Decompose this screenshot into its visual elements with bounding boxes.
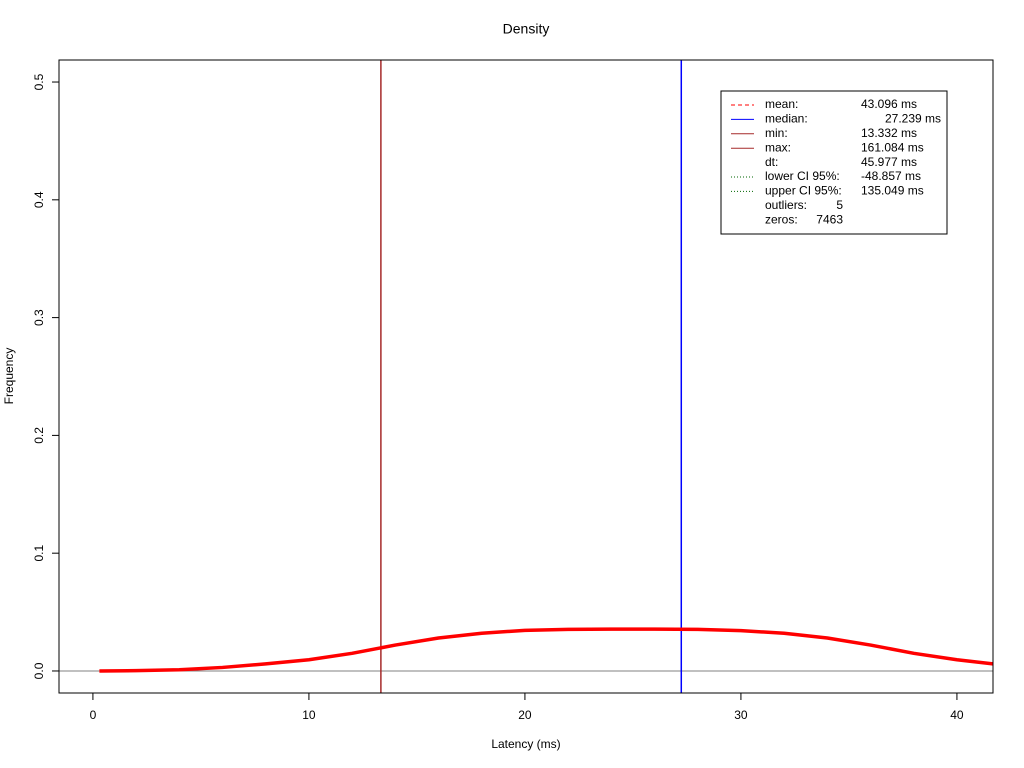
legend-label: outliers:: [765, 198, 807, 212]
legend-value: 135.049 ms: [861, 184, 924, 198]
chart-title: Density: [503, 21, 550, 37]
y-tick-label: 0.1: [32, 545, 46, 562]
x-tick-label: 30: [734, 708, 748, 722]
legend-label: mean:: [765, 97, 798, 111]
x-tick-label: 0: [90, 708, 97, 722]
legend-value: 43.096 ms: [861, 97, 917, 111]
y-tick-label: 0.4: [32, 191, 46, 208]
x-tick-label: 20: [518, 708, 532, 722]
legend-value: 13.332 ms: [861, 126, 917, 140]
y-axis-label: Frequency: [2, 348, 16, 405]
legend-label: max:: [765, 140, 791, 154]
legend-label: dt:: [765, 155, 778, 169]
legend-value: 27.239 ms: [885, 112, 941, 126]
y-tick-label: 0.2: [32, 427, 46, 444]
legend-label: upper CI 95%:: [765, 184, 842, 198]
y-tick-label: 0.0: [32, 662, 46, 679]
plot-area: [59, 60, 993, 693]
legend-value: -48.857 ms: [861, 169, 921, 183]
legend-value: 45.977 ms: [861, 155, 917, 169]
y-tick-label: 0.3: [32, 309, 46, 326]
x-axis-label: Latency (ms): [491, 737, 560, 751]
x-tick-label: 10: [302, 708, 316, 722]
legend-box: [720, 90, 948, 235]
legend-value: 5: [836, 198, 843, 212]
legend-value: 161.084 ms: [861, 140, 924, 154]
legend-label: zeros:: [765, 212, 798, 226]
legend-label: median:: [765, 112, 808, 126]
legend-label: lower CI 95%:: [765, 169, 840, 183]
y-tick-label: 0.5: [32, 73, 46, 90]
density-curve: [99, 627, 993, 673]
legend-value: 7463: [816, 212, 843, 226]
x-tick-label: 40: [950, 708, 964, 722]
legend-label: min:: [765, 126, 788, 140]
